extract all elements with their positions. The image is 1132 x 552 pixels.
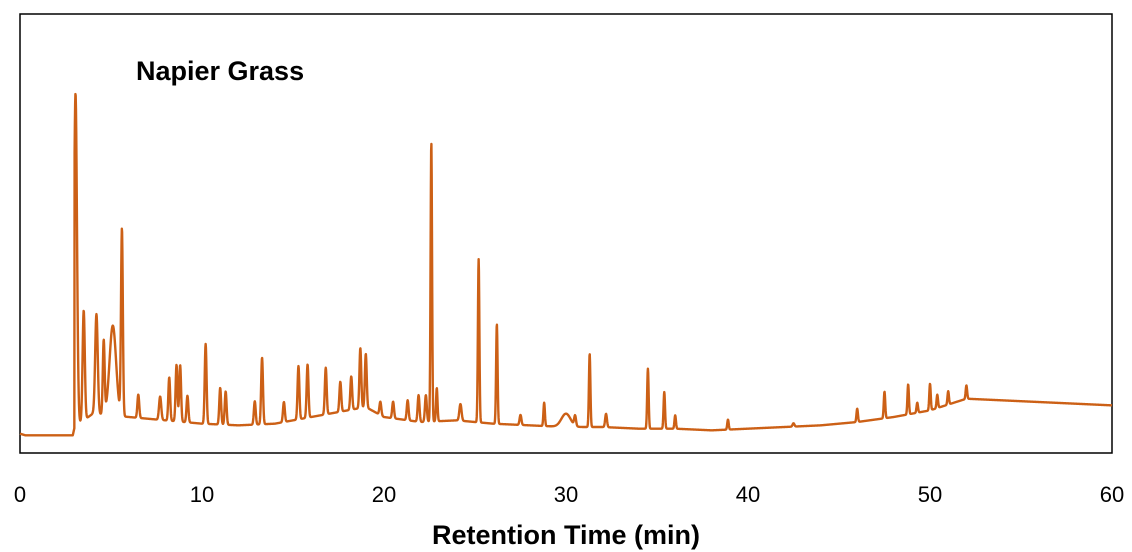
chart-title: Napier Grass bbox=[136, 56, 304, 86]
data-series-line bbox=[19, 92, 1113, 437]
plot-area bbox=[19, 13, 1113, 454]
x-axis-title: Retention Time (min) bbox=[432, 520, 700, 550]
x-tick-label: 0 bbox=[14, 482, 26, 507]
x-tick-label: 50 bbox=[918, 482, 942, 507]
x-tick-label: 20 bbox=[372, 482, 396, 507]
x-tick-label: 10 bbox=[190, 482, 214, 507]
x-tick-label: 30 bbox=[554, 482, 578, 507]
x-tick-label: 40 bbox=[736, 482, 760, 507]
x-axis-tick-labels: 0 10 20 30 40 50 60 bbox=[14, 482, 1124, 507]
x-tick-label: 60 bbox=[1100, 482, 1124, 507]
